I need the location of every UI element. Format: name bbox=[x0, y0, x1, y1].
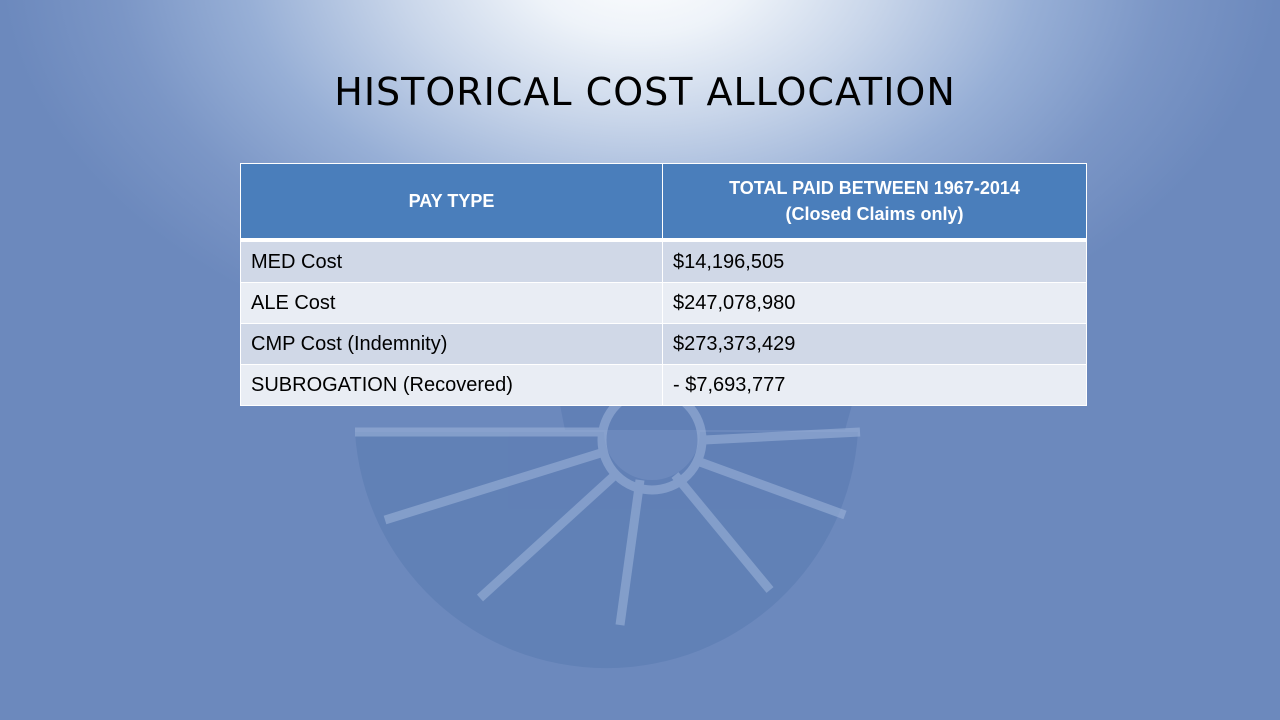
pay-type-cell: SUBROGATION (Recovered) bbox=[240, 364, 663, 406]
header-pay-type: PAY TYPE bbox=[240, 163, 663, 242]
table-row: MED Cost $14,196,505 bbox=[240, 239, 1087, 283]
table-row: SUBROGATION (Recovered) - $7,693,777 bbox=[240, 364, 1087, 406]
pay-type-cell: CMP Cost (Indemnity) bbox=[240, 323, 663, 365]
amount-cell: $14,196,505 bbox=[662, 239, 1087, 283]
cost-allocation-table: PAY TYPE TOTAL PAID BETWEEN 1967-2014 (C… bbox=[240, 163, 1087, 406]
table-row: ALE Cost $247,078,980 bbox=[240, 282, 1087, 324]
table-header-row: PAY TYPE TOTAL PAID BETWEEN 1967-2014 (C… bbox=[240, 163, 1087, 242]
table-row: CMP Cost (Indemnity) $273,373,429 bbox=[240, 323, 1087, 365]
header-total-paid: TOTAL PAID BETWEEN 1967-2014 (Closed Cla… bbox=[662, 163, 1087, 242]
slide-title: HISTORICAL COST ALLOCATION bbox=[334, 70, 956, 114]
pay-type-cell: ALE Cost bbox=[240, 282, 663, 324]
pay-type-cell: MED Cost bbox=[240, 239, 663, 283]
amount-cell: $273,373,429 bbox=[662, 323, 1087, 365]
amount-cell: $247,078,980 bbox=[662, 282, 1087, 324]
amount-cell: - $7,693,777 bbox=[662, 364, 1087, 406]
header-total-line1: TOTAL PAID BETWEEN 1967-2014 bbox=[729, 178, 1020, 198]
header-total-line2: (Closed Claims only) bbox=[785, 204, 964, 224]
